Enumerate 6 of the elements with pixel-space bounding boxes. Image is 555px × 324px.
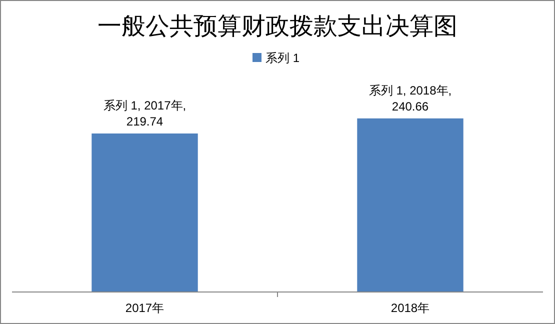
- data-label: 系列 1, 2017年, 219.74: [103, 98, 186, 128]
- legend-label: 系列 1: [266, 51, 300, 65]
- chart-title: 一般公共预算财政拨款支出决算图: [98, 12, 458, 40]
- x-tick-label: 2017年: [125, 301, 164, 315]
- x-tick-label: 2018年: [390, 301, 430, 315]
- data-label: 系列 1, 2018年, 240.66: [368, 83, 452, 114]
